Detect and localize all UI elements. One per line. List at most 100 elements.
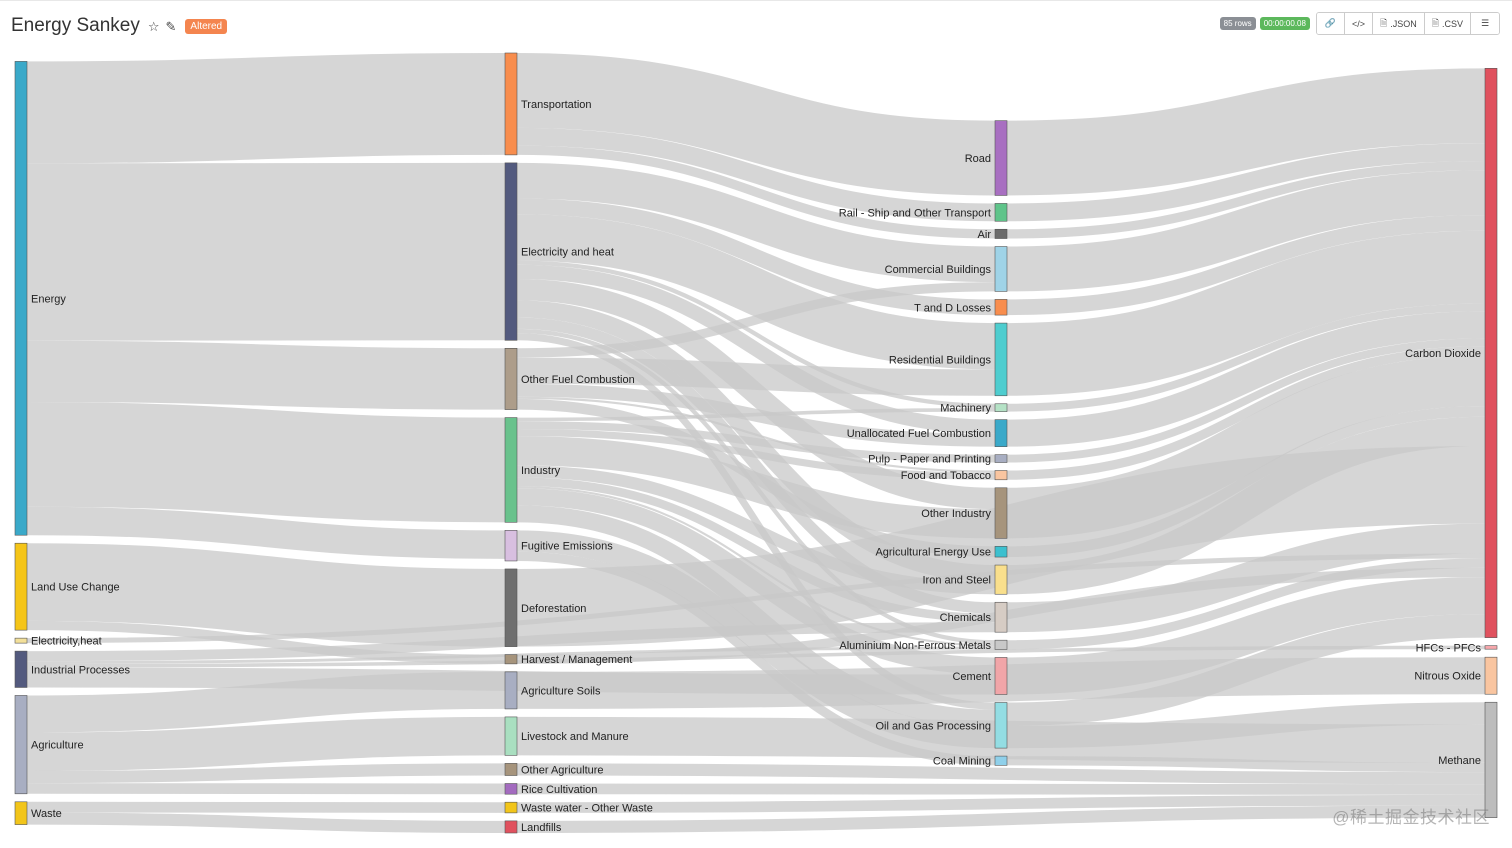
node-rail[interactable]: [994, 203, 1008, 222]
link-rail-to-co2[interactable]: [1006, 143, 1486, 222]
link-wastewater-to-ch4[interactable]: [516, 794, 1486, 813]
link-otherind-to-co2[interactable]: [1006, 355, 1486, 539]
link-landfills-to-ch4[interactable]: [516, 805, 1486, 834]
link-industry-to-chemicals[interactable]: [516, 477, 996, 623]
link-energy-to-otherfuel[interactable]: [26, 340, 506, 410]
edit-icon[interactable]: ✎: [165, 18, 177, 34]
link-oilgas-to-ch4[interactable]: [1006, 702, 1486, 749]
link-industry-to-otherind[interactable]: [516, 436, 996, 539]
link-industry-to-machinery[interactable]: [516, 408, 996, 422]
node-residential[interactable]: [994, 322, 1008, 397]
node-rice[interactable]: [504, 783, 518, 795]
node-luc[interactable]: [14, 542, 28, 631]
link-rice-to-ch4[interactable]: [516, 783, 1486, 795]
node-wastewater[interactable]: [504, 801, 518, 814]
node-fugitive[interactable]: [504, 530, 518, 562]
node-chemicals[interactable]: [994, 601, 1008, 633]
node-unalloc[interactable]: [994, 419, 1008, 447]
link-air-to-co2[interactable]: [1006, 160, 1486, 239]
link-energy-to-transport[interactable]: [26, 53, 506, 164]
link-agenergy-to-co2[interactable]: [1006, 406, 1486, 558]
node-hfc[interactable]: [1484, 645, 1498, 650]
node-aluminium[interactable]: [994, 639, 1008, 650]
node-co2[interactable]: [1484, 68, 1498, 638]
node-oilgas[interactable]: [994, 702, 1008, 749]
node-agri[interactable]: [14, 695, 28, 795]
node-tdloss[interactable]: [994, 299, 1008, 316]
link-luc-to-deforest[interactable]: [26, 543, 506, 647]
link-elecheat-to-machinery[interactable]: [516, 260, 996, 409]
node-indproc[interactable]: [14, 650, 28, 688]
node-deforest[interactable]: [504, 568, 518, 647]
link-aluminium-to-co2[interactable]: [1006, 558, 1486, 650]
node-industry[interactable]: [504, 417, 518, 523]
node-coal[interactable]: [994, 755, 1008, 766]
node-label-commercial: Commercial Buildings: [885, 264, 992, 276]
node-agenergy[interactable]: [994, 546, 1008, 558]
node-elecheat[interactable]: [504, 162, 518, 341]
node-agsoils[interactable]: [504, 671, 518, 710]
node-air[interactable]: [994, 228, 1008, 239]
link-unalloc-to-co2[interactable]: [1006, 311, 1486, 447]
link-oilgas-to-co2[interactable]: [1006, 614, 1486, 727]
node-waste[interactable]: [14, 801, 28, 825]
link-elecheat-to-tdloss[interactable]: [516, 198, 996, 316]
node-landfills[interactable]: [504, 820, 518, 834]
link-transport-to-rail[interactable]: [516, 127, 996, 222]
node-cement[interactable]: [994, 657, 1008, 695]
link-road-to-co2[interactable]: [1006, 68, 1486, 196]
link-transport-to-road[interactable]: [516, 53, 996, 196]
link-otherfuel-to-residential[interactable]: [516, 357, 996, 396]
node-otherind[interactable]: [994, 487, 1008, 539]
link-coal-to-ch4[interactable]: [1006, 756, 1486, 773]
node-ch4[interactable]: [1484, 701, 1498, 818]
node-iron[interactable]: [994, 564, 1008, 595]
link-commercial-to-co2[interactable]: [1006, 170, 1486, 292]
node-transport[interactable]: [504, 52, 518, 156]
embed-code-button[interactable]: </>: [1344, 13, 1373, 34]
node-livestock[interactable]: [504, 716, 518, 756]
link-chemicals-to-co2[interactable]: [1006, 523, 1486, 633]
node-machinery[interactable]: [994, 403, 1008, 412]
link-elecheat-to-otherind[interactable]: [516, 279, 996, 510]
link-energy-to-fugitive[interactable]: [26, 506, 506, 559]
link-button[interactable]: 🔗: [1316, 13, 1345, 34]
link-industry-to-food[interactable]: [516, 428, 996, 480]
link-otherfuel-to-commercial[interactable]: [516, 282, 996, 358]
link-agri-to-livestock[interactable]: [26, 716, 506, 771]
node-otherfuel[interactable]: [504, 347, 518, 410]
link-otheragri-to-ch4[interactable]: [516, 763, 1486, 785]
node-food[interactable]: [994, 470, 1008, 481]
link-elecheat-to-unalloc[interactable]: [516, 264, 996, 434]
node-energy[interactable]: [14, 61, 28, 536]
node-n2o[interactable]: [1484, 656, 1498, 695]
link-cement-to-co2[interactable]: [1006, 577, 1486, 695]
node-commercial[interactable]: [994, 246, 1008, 292]
link-agri-to-otheragri[interactable]: [26, 763, 506, 784]
link-otherfuel-to-food[interactable]: [516, 396, 996, 473]
link-tdloss-to-co2[interactable]: [1006, 215, 1486, 316]
star-icon[interactable]: ☆: [147, 18, 160, 34]
more-menu-button[interactable]: ☰: [1471, 13, 1499, 34]
top-divider: [0, 0, 1512, 1]
link-elecheat-to-residential[interactable]: [516, 214, 996, 370]
node-otheragri[interactable]: [504, 763, 518, 776]
link-residential-to-co2[interactable]: [1006, 230, 1486, 396]
link-iron-to-co2[interactable]: [1006, 416, 1486, 595]
node-pulp[interactable]: [994, 454, 1008, 463]
link-industry-to-pulp[interactable]: [516, 421, 996, 463]
csv-export-button[interactable]: 🗎 .CSV: [1424, 13, 1471, 34]
link-pulp-to-co2[interactable]: [1006, 338, 1486, 463]
link-energy-to-industry[interactable]: [26, 401, 506, 523]
link-agri-to-agsoils[interactable]: [26, 671, 506, 733]
link-waste-to-landfills[interactable]: [26, 812, 506, 834]
link-machinery-to-co2[interactable]: [1006, 303, 1486, 412]
link-food-to-co2[interactable]: [1006, 346, 1486, 480]
link-elecheat-to-commercial[interactable]: [516, 162, 996, 283]
node-harvest[interactable]: [504, 654, 518, 665]
json-export-button[interactable]: 🗎 .JSON: [1372, 13, 1425, 34]
node-elec0[interactable]: [14, 637, 28, 644]
node-road[interactable]: [994, 120, 1008, 196]
link-transport-to-air[interactable]: [516, 145, 996, 239]
